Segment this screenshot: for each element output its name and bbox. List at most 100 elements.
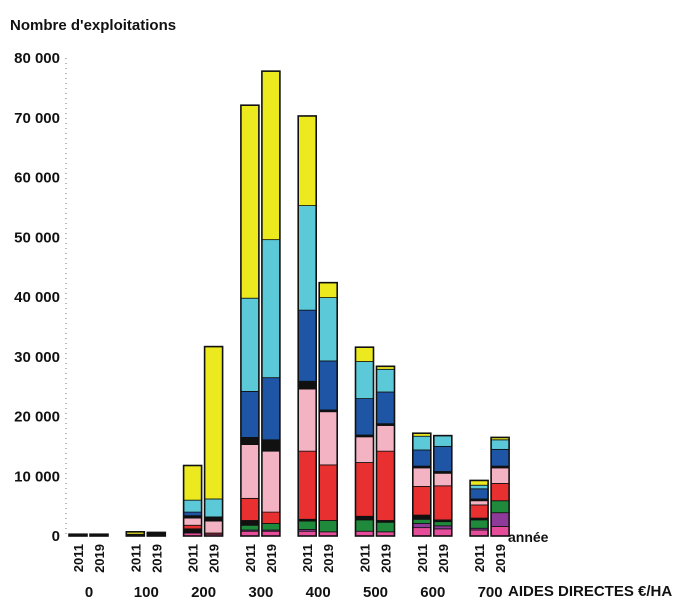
bar-outline [411, 432, 432, 537]
bar-segment [469, 484, 489, 490]
y-tick-label: 0 [52, 528, 60, 545]
year-tick-label: 2019 [321, 544, 336, 573]
bar-segment [412, 514, 432, 520]
bar-segment [318, 297, 338, 362]
bar-segment [490, 483, 510, 502]
bar-segment [183, 511, 203, 517]
x-group-label: 200 [191, 584, 216, 601]
bar-segment [183, 465, 203, 501]
bar-segment [412, 467, 432, 487]
bar-segment [355, 515, 374, 521]
bar-segment [412, 486, 432, 516]
x-group-label: 0 [85, 584, 93, 601]
bar-outline [375, 365, 396, 537]
bar-outline [182, 464, 203, 537]
x-group-label: 500 [363, 584, 388, 601]
bar-segment [261, 439, 281, 452]
bar-segment [469, 488, 489, 500]
x-group-label: 600 [420, 584, 445, 601]
bar-outline [297, 115, 318, 537]
y-axis-title: Nombre d'exploitations [10, 17, 176, 34]
bar-outline [354, 346, 375, 537]
bar-segment [490, 500, 510, 514]
y-tick-label: 10 000 [14, 468, 60, 485]
bar-segment [490, 448, 510, 467]
bar-segment [183, 517, 203, 526]
bar-segment [412, 518, 432, 524]
bar-segment [376, 425, 395, 452]
bar-segment [433, 521, 453, 527]
bar-segment [261, 523, 281, 531]
bar-segment [240, 437, 260, 445]
year-tick-label: 2019 [149, 544, 164, 573]
bar-segment [433, 528, 453, 537]
bar-segment [469, 504, 489, 519]
bar-segment [318, 282, 338, 298]
year-tick-label: 2011 [358, 544, 373, 572]
bar-outline [432, 434, 453, 537]
bar-segment [297, 450, 317, 520]
bar-segment [433, 445, 453, 472]
bar-segment [240, 297, 260, 392]
year-tick-label: 2011 [300, 544, 315, 572]
bar-segment [490, 512, 510, 527]
bar-segment [297, 520, 317, 530]
bar-segment [376, 368, 395, 393]
bar-segment [240, 524, 260, 531]
bar-outline [261, 70, 281, 537]
year-axis-label: année [508, 529, 549, 545]
year-tick-label: 2019 [207, 544, 222, 573]
bar-segment [433, 525, 453, 530]
year-tick-label: 2011 [71, 544, 86, 572]
bar-segment [469, 519, 489, 529]
bar-segment [376, 391, 395, 425]
bar-segment [355, 398, 374, 436]
bar-segment [469, 500, 489, 506]
bar-segment [204, 346, 224, 500]
bar-segment [318, 464, 338, 521]
year-tick-label: 2011 [186, 544, 201, 572]
bar-segment [355, 519, 374, 532]
x-axis-labels: 2011 2019 2011 2019 2011 2019 2011 2019 2011 2019… [71, 544, 508, 601]
bar-segment [355, 462, 374, 517]
bar-outline [203, 345, 224, 537]
bar-segment [204, 520, 224, 534]
bar-segment [204, 498, 224, 518]
bar-segment [297, 115, 317, 206]
year-tick-label: 2019 [264, 544, 279, 573]
bar-segment [469, 529, 489, 537]
x-axis-title: AIDES DIRECTES €/HA [508, 583, 672, 600]
bar-segment [240, 104, 260, 299]
bar-segment [490, 467, 510, 484]
bar-segment [433, 472, 453, 487]
bar-segment [240, 497, 260, 521]
bar-outline [146, 531, 167, 537]
bar-segment [261, 450, 281, 513]
bar-segment [240, 520, 260, 526]
bar-outline [89, 533, 109, 537]
year-tick-label: 2019 [436, 544, 451, 573]
bar-segment [183, 524, 203, 530]
bar-segment [183, 528, 203, 534]
bar-segment [376, 450, 395, 521]
y-tick-label: 40 000 [14, 289, 60, 306]
year-tick-label: 2019 [493, 544, 508, 573]
bar-segment [261, 239, 281, 379]
bar-outline [318, 281, 339, 537]
x-group-label: 700 [478, 584, 503, 601]
y-tick-label: 70 000 [14, 110, 60, 127]
bar-segment [412, 435, 432, 451]
y-tick-label: 30 000 [14, 349, 60, 366]
bar-segment [355, 436, 374, 463]
bar-segment [261, 511, 281, 524]
bar-segment [240, 444, 260, 499]
bar-outline [125, 531, 146, 537]
x-group-label: 300 [248, 584, 273, 601]
bar-segment [297, 309, 317, 382]
bar-outline [68, 533, 88, 537]
year-tick-label: 2011 [415, 544, 430, 572]
bar-segment [355, 346, 374, 362]
year-tick-label: 2019 [379, 544, 394, 573]
bar-segment [490, 439, 510, 450]
